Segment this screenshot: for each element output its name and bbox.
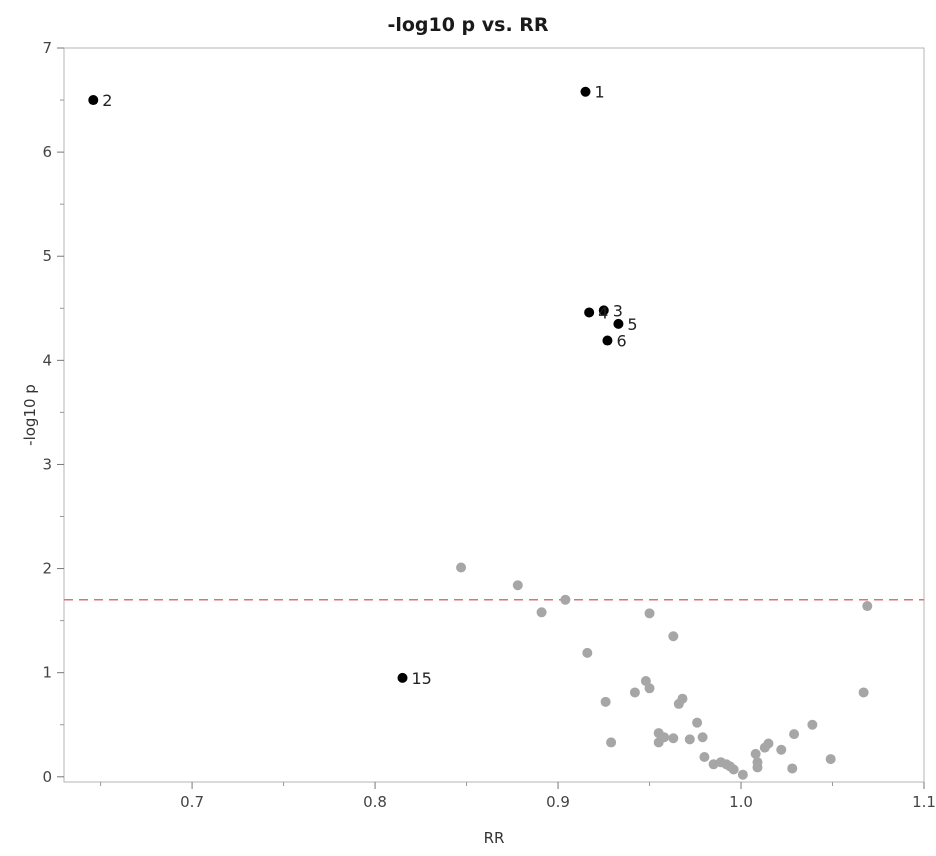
point-label: 5 xyxy=(627,315,637,334)
data-point xyxy=(787,763,798,774)
data-point xyxy=(699,752,710,763)
data-point xyxy=(512,580,523,591)
y-tick-label: 1 xyxy=(42,664,52,682)
data-point xyxy=(668,733,679,744)
data-point xyxy=(644,683,655,694)
highlighted-point xyxy=(580,86,591,97)
y-tick-label: 2 xyxy=(42,560,52,578)
highlighted-point xyxy=(584,307,595,318)
highlighted-point xyxy=(602,335,613,346)
data-point xyxy=(807,719,818,730)
data-point xyxy=(560,594,571,605)
data-point xyxy=(456,562,467,573)
data-point xyxy=(629,687,640,698)
chart-title: -log10 p vs. RR xyxy=(387,14,549,36)
point-label: 1 xyxy=(594,83,604,102)
x-axis-label: RR xyxy=(484,829,505,847)
y-tick-label: 5 xyxy=(42,247,52,265)
data-point xyxy=(862,601,873,612)
x-tick-label: 0.9 xyxy=(546,793,570,811)
data-point xyxy=(677,693,688,704)
data-point xyxy=(582,647,593,658)
highlighted-point xyxy=(397,672,408,683)
data-point xyxy=(644,608,655,619)
plot-frame xyxy=(63,47,925,783)
data-point xyxy=(776,744,787,755)
point-label: 6 xyxy=(616,332,626,351)
data-point xyxy=(752,762,763,773)
data-point xyxy=(858,687,869,698)
highlighted-point xyxy=(613,318,624,329)
point-label: 3 xyxy=(613,301,623,320)
highlighted-point xyxy=(598,305,609,316)
x-tick-label: 1.0 xyxy=(729,793,753,811)
x-tick-label: 1.1 xyxy=(912,793,936,811)
data-point xyxy=(668,631,679,642)
point-label: 2 xyxy=(102,91,112,110)
y-tick-label: 4 xyxy=(42,351,52,369)
data-point xyxy=(684,734,695,745)
data-point xyxy=(763,738,774,749)
data-point xyxy=(653,737,664,748)
data-point xyxy=(789,729,800,740)
x-tick-label: 0.7 xyxy=(180,793,204,811)
y-tick-label: 7 xyxy=(42,39,52,57)
data-point xyxy=(825,754,836,765)
highlighted-point xyxy=(88,95,99,106)
point-label: 15 xyxy=(412,669,432,688)
point-label: 4 xyxy=(598,303,608,322)
y-tick-label: 0 xyxy=(42,768,52,786)
data-point xyxy=(606,737,617,748)
x-tick-label: 0.8 xyxy=(363,793,387,811)
data-point xyxy=(692,717,703,728)
y-tick-label: 6 xyxy=(42,143,52,161)
y-axis-label: -log10 p xyxy=(21,384,39,446)
data-point xyxy=(600,696,611,707)
data-point xyxy=(737,769,748,780)
y-tick-label: 3 xyxy=(42,455,52,473)
data-point xyxy=(536,607,547,618)
data-point xyxy=(750,748,761,759)
data-point xyxy=(697,732,708,743)
data-point xyxy=(728,764,739,775)
